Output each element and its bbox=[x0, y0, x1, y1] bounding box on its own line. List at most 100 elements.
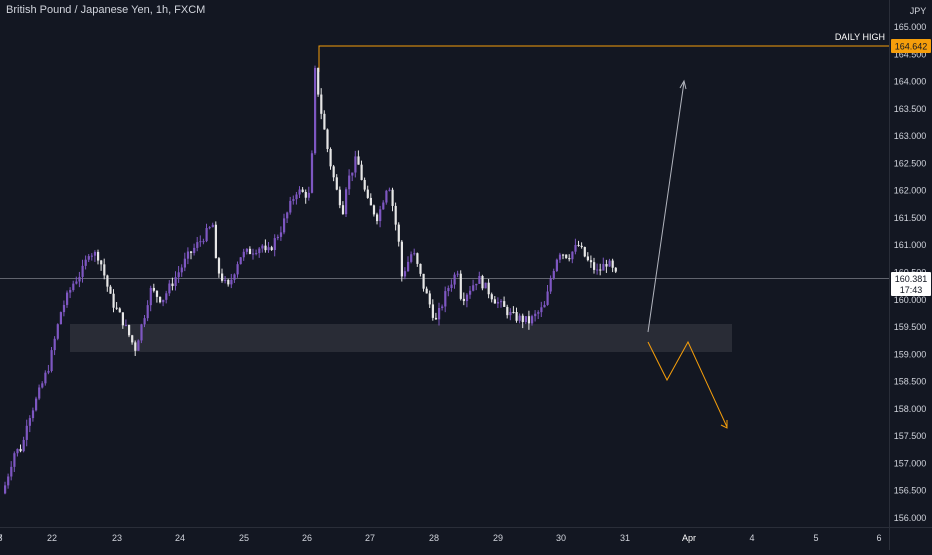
candle-body bbox=[211, 224, 214, 228]
time-axis[interactable]: 22 23 24 25 26 27 28 29 30 31 Apr 4 5 6 78 bbox=[0, 533, 882, 543]
daily-high-label: DAILY HIGH bbox=[835, 32, 885, 42]
candle-body bbox=[447, 288, 450, 292]
candle-body bbox=[289, 200, 292, 213]
candle-body bbox=[363, 179, 366, 190]
candle-body bbox=[376, 214, 379, 222]
candle-body bbox=[605, 264, 608, 267]
time-tick-label: 8 bbox=[0, 533, 3, 543]
candle-body bbox=[41, 383, 44, 388]
candle-body bbox=[456, 273, 459, 275]
candle-body bbox=[242, 251, 245, 258]
candle-body bbox=[394, 205, 397, 225]
candle-body bbox=[115, 307, 118, 309]
candle-body bbox=[183, 258, 186, 268]
candle-body bbox=[149, 287, 152, 306]
price-tick-label: 159.000 bbox=[894, 349, 927, 359]
candle-body bbox=[518, 315, 521, 321]
candle-body bbox=[320, 94, 323, 114]
candle-body bbox=[577, 244, 580, 246]
candle-body bbox=[586, 256, 589, 261]
candle-body bbox=[478, 276, 481, 284]
price-tick-label: 158.000 bbox=[894, 404, 927, 414]
candle-body bbox=[186, 251, 190, 259]
candle-body bbox=[562, 254, 565, 256]
candle-body bbox=[84, 259, 87, 266]
candle-body bbox=[335, 177, 338, 190]
candle-body bbox=[310, 153, 314, 193]
time-tick-label: 6 bbox=[876, 533, 881, 543]
candle-body bbox=[574, 244, 577, 252]
candle-body bbox=[487, 282, 490, 295]
candle-body bbox=[171, 283, 174, 287]
candle-body bbox=[286, 212, 289, 219]
candle-body bbox=[506, 306, 509, 316]
candle-body bbox=[50, 350, 53, 372]
candle-body bbox=[571, 251, 574, 260]
candle-body bbox=[332, 166, 335, 178]
current-price-badge: 160.381 17:43 bbox=[891, 272, 931, 296]
bullish-projection-arrow[interactable] bbox=[647, 81, 685, 333]
candle-body bbox=[295, 194, 298, 200]
candle-body bbox=[326, 129, 329, 149]
time-tick-label: 31 bbox=[620, 533, 630, 543]
support-zone[interactable] bbox=[70, 324, 732, 352]
candle-body bbox=[168, 283, 171, 294]
candle-body bbox=[555, 259, 558, 272]
candle-body bbox=[283, 218, 286, 233]
price-tick-label: 164.000 bbox=[894, 77, 927, 87]
candle-body bbox=[118, 308, 121, 313]
candle-body bbox=[372, 205, 376, 215]
candle-body bbox=[503, 301, 506, 307]
candle-body bbox=[131, 335, 134, 343]
candle-body bbox=[155, 290, 159, 297]
candle-body bbox=[279, 232, 283, 237]
candle-body bbox=[580, 245, 583, 248]
candle-body bbox=[524, 316, 527, 323]
candle-body bbox=[248, 248, 252, 255]
candle-body bbox=[199, 241, 202, 243]
candle-body bbox=[276, 236, 279, 239]
price-tick-label: 156.500 bbox=[894, 486, 927, 496]
candle-body bbox=[540, 307, 543, 313]
candle-body bbox=[109, 286, 112, 294]
candle-body bbox=[596, 269, 599, 271]
candle-body bbox=[128, 324, 131, 336]
candle-body bbox=[62, 304, 66, 313]
daily-high-line[interactable] bbox=[318, 45, 889, 72]
symbol-title[interactable]: British Pound / Japanese Yen, 1h, FXCM bbox=[6, 4, 206, 16]
candle-body bbox=[230, 279, 233, 285]
candle-body bbox=[137, 340, 140, 351]
candle-body bbox=[521, 315, 524, 323]
bearish-zigzag-projection[interactable] bbox=[647, 340, 728, 428]
candle-body bbox=[341, 205, 345, 215]
candle-body bbox=[28, 418, 31, 426]
candle-body bbox=[124, 324, 128, 326]
projection-drawings[interactable] bbox=[647, 79, 728, 429]
candle-body bbox=[190, 251, 193, 253]
price-axis[interactable]: 165.000 164.500 164.000 163.500 163.000 162.5… bbox=[894, 22, 927, 523]
candle-body bbox=[599, 269, 602, 271]
price-tick-label: 156.000 bbox=[894, 513, 927, 523]
candle-body bbox=[13, 453, 16, 467]
candle-body bbox=[78, 276, 81, 282]
candle-body bbox=[258, 248, 261, 254]
candle-body bbox=[292, 199, 295, 201]
candle-body bbox=[472, 285, 475, 291]
candle-body bbox=[264, 245, 267, 251]
candle-body bbox=[527, 316, 531, 324]
candle-body bbox=[56, 324, 59, 339]
daily-high-price-badge: 164.642 bbox=[891, 39, 931, 53]
candle-body bbox=[379, 209, 382, 222]
candle-body bbox=[267, 247, 270, 251]
price-tick-label: 165.000 bbox=[894, 22, 927, 32]
bar-countdown: 17:43 bbox=[900, 285, 923, 295]
price-tick-label: 161.000 bbox=[894, 240, 927, 250]
candle-body bbox=[469, 290, 472, 295]
candle-body bbox=[35, 398, 38, 411]
candle-body bbox=[565, 254, 568, 258]
candle-body bbox=[589, 260, 593, 263]
candle-body bbox=[75, 281, 78, 284]
